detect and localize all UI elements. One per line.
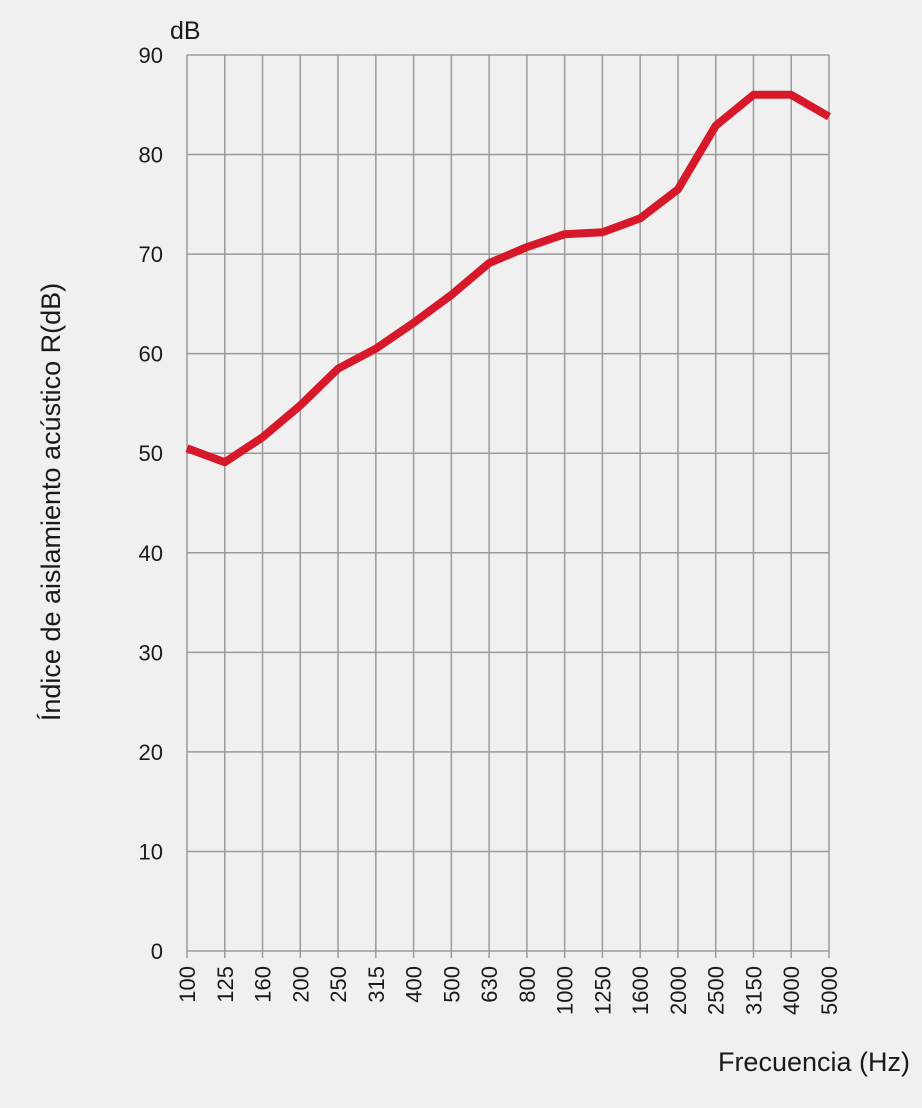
x-axis-title: Frecuencia (Hz): [718, 1047, 910, 1077]
x-tick-label: 500: [439, 966, 464, 1003]
y-tick-label: 60: [139, 342, 163, 367]
x-tick-label: 200: [288, 966, 313, 1003]
y-tick-label: 20: [139, 740, 163, 765]
x-tick-label: 800: [515, 966, 540, 1003]
y-tick-label: 10: [139, 839, 163, 864]
chart-grid: [186, 54, 830, 958]
y-tick-label: 90: [139, 43, 163, 68]
series-line: [185, 90, 832, 467]
x-tick-label: 1600: [628, 966, 653, 1015]
x-tick-label: 1000: [553, 966, 578, 1015]
x-tick-label: 250: [326, 966, 351, 1003]
y-axis-title: Índice de aislamiento acústico R(dB): [36, 283, 66, 721]
x-tick-label: 3150: [741, 966, 766, 1015]
x-tick-label: 160: [251, 966, 276, 1003]
x-tick-label: 400: [402, 966, 427, 1003]
x-tick-label: 125: [213, 966, 238, 1003]
x-tick-label: 2000: [666, 966, 691, 1015]
chart-series: [185, 90, 832, 467]
x-tick-label: 315: [364, 966, 389, 1003]
x-tick-label: 2500: [704, 966, 729, 1015]
y-tick-label: 30: [139, 640, 163, 665]
y-axis-unit: dB: [170, 17, 201, 45]
y-tick-label: 0: [151, 939, 163, 964]
x-axis-ticks: 100 125 160 200 250 315 400 500 630 800 1000 1250 16…: [175, 966, 842, 1015]
y-tick-label: 50: [139, 441, 163, 466]
y-axis-ticks: 0 10 20 30 40 50 60 70 80 90: [139, 43, 163, 964]
x-tick-label: 630: [477, 966, 502, 1003]
x-tick-label: 1250: [590, 966, 615, 1015]
y-tick-label: 40: [139, 541, 163, 566]
y-tick-label: 80: [139, 143, 163, 168]
x-tick-label: 5000: [817, 966, 842, 1015]
x-tick-label: 100: [175, 966, 200, 1003]
x-tick-label: 4000: [779, 966, 804, 1015]
y-tick-label: 70: [139, 242, 163, 267]
